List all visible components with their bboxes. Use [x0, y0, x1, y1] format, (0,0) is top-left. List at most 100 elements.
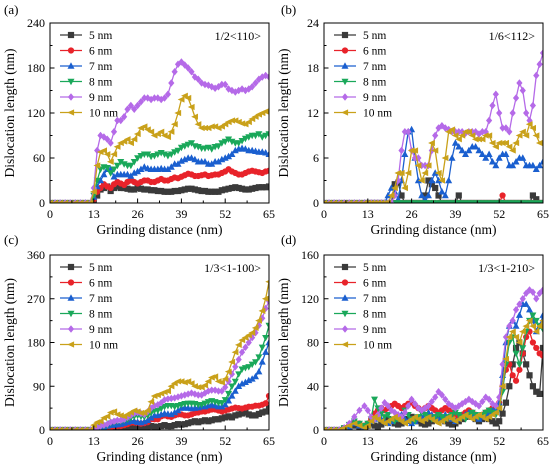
data-point	[529, 312, 537, 319]
data-point	[418, 420, 425, 427]
data-point	[141, 186, 148, 193]
data-point	[522, 300, 530, 307]
data-point	[245, 118, 252, 126]
data-point	[462, 150, 470, 157]
data-point	[489, 101, 496, 110]
data-point	[418, 161, 425, 170]
panel-annotation: 1/3<1-100>	[204, 261, 261, 275]
series-group	[50, 280, 269, 430]
y-axis-title: Dislocation length (nm)	[276, 278, 291, 407]
data-point	[508, 328, 516, 335]
data-point	[472, 128, 479, 136]
data-point	[536, 60, 543, 68]
data-point	[110, 408, 118, 415]
data-point	[167, 410, 175, 418]
y-tick-label: 270	[27, 292, 45, 306]
data-point	[505, 143, 513, 150]
legend-label: 9 nm	[89, 92, 112, 104]
data-point	[140, 123, 148, 130]
data-point	[241, 378, 249, 386]
data-point	[255, 367, 263, 375]
data-point	[529, 383, 536, 390]
series-10-nm	[324, 317, 543, 430]
y-tick-label: 0	[313, 423, 319, 437]
data-point	[492, 90, 499, 98]
x-tick-label: 0	[47, 434, 53, 448]
data-point	[214, 158, 222, 165]
y-tick-label: 0	[313, 196, 319, 210]
data-point	[61, 426, 69, 430]
data-point	[465, 395, 472, 404]
legend-label: 6 nm	[89, 46, 112, 58]
data-point	[255, 75, 262, 83]
data-point	[86, 426, 94, 430]
data-point	[526, 305, 534, 313]
data-point	[242, 186, 249, 193]
data-point	[110, 166, 118, 173]
data-point	[249, 83, 256, 91]
legend-label: 7 nm	[89, 293, 112, 305]
data-point	[184, 94, 192, 102]
data-point	[258, 344, 266, 352]
data-point	[265, 322, 269, 330]
data-point	[397, 169, 405, 177]
data-point	[103, 413, 111, 420]
legend-item: 7 nm	[60, 293, 112, 305]
legend-item: 6 nm	[60, 46, 112, 58]
legend-label: 7 nm	[363, 293, 386, 305]
data-point	[104, 135, 111, 143]
data-point	[445, 176, 453, 184]
data-point	[360, 422, 368, 430]
data-point	[50, 426, 54, 430]
y-tick-label: 360	[27, 248, 45, 262]
data-point	[144, 416, 152, 423]
data-point	[245, 411, 252, 418]
data-point	[421, 421, 429, 428]
y-tick-label: 24	[307, 16, 319, 30]
data-point	[438, 414, 446, 421]
legend-marker	[67, 109, 75, 116]
legend-item: 10 nm	[334, 108, 392, 120]
data-point	[205, 188, 212, 195]
data-point	[97, 131, 104, 140]
series-7-nm	[324, 125, 543, 203]
data-point	[131, 105, 138, 113]
data-point	[238, 185, 246, 192]
data-point	[512, 158, 520, 165]
legend-marker	[341, 279, 349, 286]
data-point	[181, 421, 188, 428]
data-point	[488, 409, 496, 417]
data-point	[71, 426, 79, 430]
data-point	[222, 80, 229, 89]
data-point	[96, 418, 104, 425]
x-tick-label: 13	[88, 207, 100, 221]
data-point	[434, 169, 442, 177]
data-point	[502, 355, 510, 363]
legend-item: 9 nm	[334, 324, 386, 336]
legend-marker	[341, 109, 349, 116]
data-point	[448, 421, 456, 428]
data-point	[147, 414, 155, 421]
panel-label: (a)	[4, 2, 18, 17]
data-point	[428, 176, 436, 184]
data-point	[225, 152, 233, 160]
data-point	[100, 170, 108, 178]
legend: 5 nm 6 nm 7 nm 8 nm 9 nm 10 nm	[334, 30, 392, 120]
data-point	[238, 336, 246, 344]
data-point	[131, 186, 138, 193]
data-point	[110, 184, 118, 192]
data-point	[539, 352, 543, 359]
data-point	[167, 151, 175, 158]
data-point	[174, 147, 182, 155]
data-point	[130, 136, 138, 143]
legend-label: 7 nm	[89, 61, 112, 73]
data-point	[509, 361, 516, 368]
data-point	[404, 169, 412, 177]
data-point	[519, 154, 527, 161]
legend-item: 7 nm	[334, 61, 386, 73]
data-point	[81, 426, 89, 430]
legend-label: 6 nm	[363, 46, 386, 58]
data-point	[127, 101, 134, 110]
data-point	[117, 159, 125, 166]
data-point	[265, 183, 269, 190]
